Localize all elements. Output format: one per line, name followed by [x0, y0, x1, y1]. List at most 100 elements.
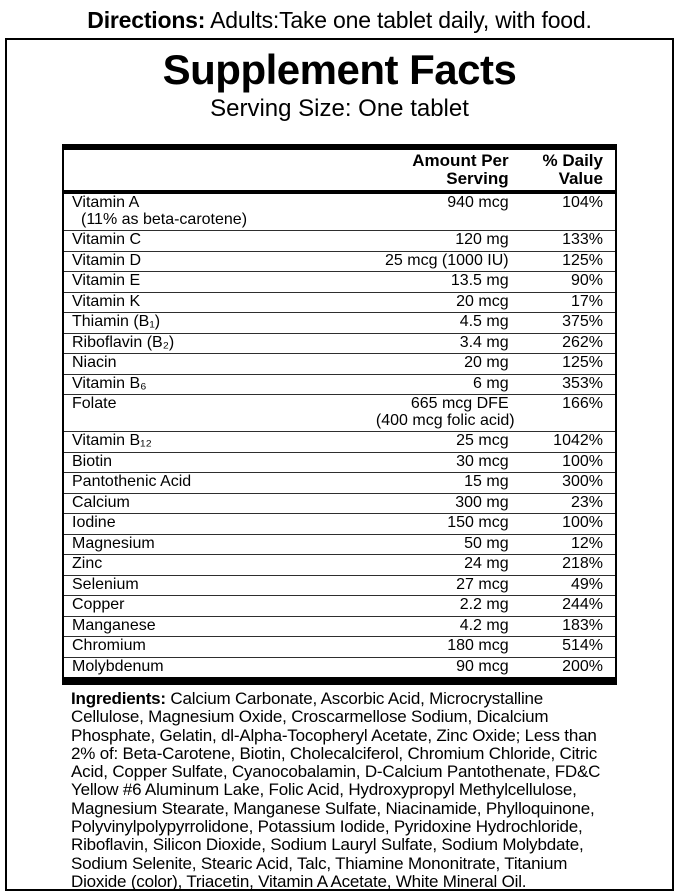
nutrient-amount: 2.2 mg [459, 596, 509, 613]
nutrient-amount: 150 mcg [447, 514, 509, 531]
nutrient-row: Manganese 4.2 mg 183% [63, 616, 616, 637]
header-dv-line2: Value [558, 169, 603, 188]
nutrient-daily-value: 100% [562, 514, 603, 531]
nutrient-daily-value: 200% [562, 657, 603, 675]
nutrient-name: Vitamin D [72, 251, 142, 269]
nutrient-row: Vitamin B₁₂ 25 mcg 1042% [63, 431, 616, 453]
nutrient-amount: 940 mcg [447, 194, 509, 211]
nutrient-name-cell: Vitamin C [63, 231, 315, 252]
nutrient-name: Iodine [72, 514, 116, 531]
nutrient-name: Vitamin A [72, 194, 140, 211]
nutrient-name: Thiamin (B₁) [72, 313, 161, 330]
nutrient-name: Selenium [72, 575, 139, 593]
serving-size: Serving Size: One tablet [210, 95, 469, 122]
nutrient-amount-cell: 150 mcg [315, 514, 515, 535]
nutrient-row: Folate 665 mcg DFE (400 mcg folic acid) 166… [63, 394, 616, 432]
facts-table: Amount Per Serving % Daily Value Vitamin… [62, 144, 617, 685]
nutrient-amount: 120 mg [455, 231, 509, 248]
nutrient-name: Manganese [72, 616, 156, 634]
nutrient-daily-value: 90% [570, 272, 603, 289]
nutrient-amount: 15 mg [464, 473, 509, 490]
nutrient-name: Riboflavin (B₂) [72, 333, 175, 351]
nutrient-row: Molybdenum 90 mcg 200% [63, 657, 616, 681]
header-daily-value: % Daily Value [514, 147, 616, 194]
nutrient-daily-value: 125% [562, 354, 603, 371]
nutrient-row: Niacin 20 mg 125% [63, 353, 616, 375]
nutrient-daily-value: 104% [562, 194, 603, 211]
nutrient-amount: 20 mcg [456, 292, 509, 310]
nutrient-amount-cell: 6 mg [315, 374, 515, 395]
nutrient-name-cell: Folate [63, 395, 315, 432]
header-nutrient-column [63, 147, 315, 194]
header-dv-line1: % Daily [542, 151, 603, 170]
nutrient-name-cell: Vitamin D [63, 251, 315, 272]
nutrient-row: Calcium 300 mg 23% [63, 493, 616, 514]
nutrient-name-cell: Calcium [63, 493, 315, 514]
nutrient-daily-value: 23% [570, 493, 603, 511]
nutrient-amount-subline: (400 mcg folic acid) [375, 411, 515, 429]
nutrient-row: Vitamin C 120 mg 133% [63, 230, 616, 252]
nutrient-name-cell: Manganese [63, 616, 315, 637]
ingredients-text: Calcium Carbonate, Ascorbic Acid, Microc… [71, 689, 601, 891]
nutrient-daily-value: 218% [562, 555, 603, 572]
nutrient-daily-value: 1042% [553, 432, 603, 449]
nutrient-row: Selenium 27 mcg 49% [63, 575, 616, 596]
header-amount-line1: Amount Per [412, 151, 509, 170]
nutrient-name: Vitamin K [72, 292, 141, 310]
table-header-row: Amount Per Serving % Daily Value [63, 147, 616, 194]
nutrient-name-cell: Vitamin B₁₂ [63, 432, 315, 453]
nutrient-row: Thiamin (B₁) 4.5 mg 375% [63, 312, 616, 334]
nutrient-amount: 4.5 mg [459, 313, 509, 330]
nutrient-name: Niacin [72, 354, 117, 371]
nutrient-name: Pantothenic Acid [72, 473, 192, 490]
nutrient-amount: 300 mg [455, 493, 509, 511]
nutrient-amount-cell: 2.2 mg [315, 596, 515, 617]
nutrient-name-cell: Niacin [63, 354, 315, 375]
nutrient-name-cell: Magnesium [63, 534, 315, 555]
nutrient-daily-value: 49% [570, 575, 603, 593]
nutrient-daily-value: 244% [562, 596, 603, 613]
nutrient-name-cell: Zinc [63, 555, 315, 576]
nutrient-row: Vitamin K 20 mcg 17% [63, 292, 616, 313]
nutrient-amount: 4.2 mg [459, 616, 509, 634]
nutrient-row: Magnesium 50 mg 12% [63, 534, 616, 555]
ingredients-label: Ingredients: [71, 689, 166, 708]
nutrient-name: Folate [72, 395, 117, 412]
nutrient-amount: 6 mg [473, 374, 509, 392]
nutrient-row: Vitamin D 25 mcg (1000 IU) 125% [63, 251, 616, 272]
nutrient-name-cell: Copper [63, 596, 315, 617]
nutrient-name: Copper [72, 596, 125, 613]
nutrient-name-cell: Biotin [63, 452, 315, 473]
nutrient-daily-value: 300% [562, 473, 603, 490]
nutrient-amount-cell: 13.5 mg [315, 272, 515, 293]
nutrient-amount: 25 mcg (1000 IU) [385, 251, 509, 269]
header-amount-per-serving: Amount Per Serving [314, 147, 515, 194]
nutrient-amount-cell: 24 mg [315, 555, 515, 576]
nutrient-amount-cell: 15 mg [315, 473, 515, 494]
nutrient-name: Calcium [72, 493, 130, 511]
nutrient-name-cell: Vitamin A (11% as beta-carotene) [63, 192, 315, 231]
nutrient-row: Biotin 30 mcg 100% [63, 452, 616, 473]
nutrient-amount-cell: 120 mg [315, 231, 515, 252]
directions-text: Adults:Take one tablet daily, with food. [210, 7, 592, 33]
nutrient-daily-value: 183% [562, 616, 603, 634]
supplement-facts-panel: Supplement Facts Serving Size: One table… [5, 38, 674, 891]
nutrient-daily-value: 514% [562, 637, 603, 654]
nutrient-name-cell: Selenium [63, 575, 315, 596]
nutrient-name: Vitamin B₁₂ [72, 432, 152, 449]
nutrient-row: Zinc 24 mg 218% [63, 554, 616, 576]
nutrient-name: Vitamin C [72, 231, 142, 248]
nutrient-amount-cell: 3.4 mg [315, 333, 515, 354]
nutrient-amount-cell: 50 mg [315, 534, 515, 555]
nutrient-rows: Vitamin A (11% as beta-carotene) 940 mcg 10… [63, 192, 616, 681]
nutrient-daily-value: 12% [570, 534, 603, 552]
directions-label: Directions: [87, 7, 206, 33]
nutrient-amount-cell: 180 mcg [315, 637, 515, 658]
nutrient-daily-value: 125% [562, 251, 603, 269]
nutrient-amount-cell: 30 mcg [315, 452, 515, 473]
nutrient-name-cell: Vitamin B₆ [63, 374, 315, 395]
nutrient-name-cell: Chromium [63, 637, 315, 658]
nutrient-amount: 20 mg [464, 354, 509, 371]
nutrient-row: Copper 2.2 mg 244% [63, 595, 616, 617]
nutrient-row: Pantothenic Acid 15 mg 300% [63, 472, 616, 494]
